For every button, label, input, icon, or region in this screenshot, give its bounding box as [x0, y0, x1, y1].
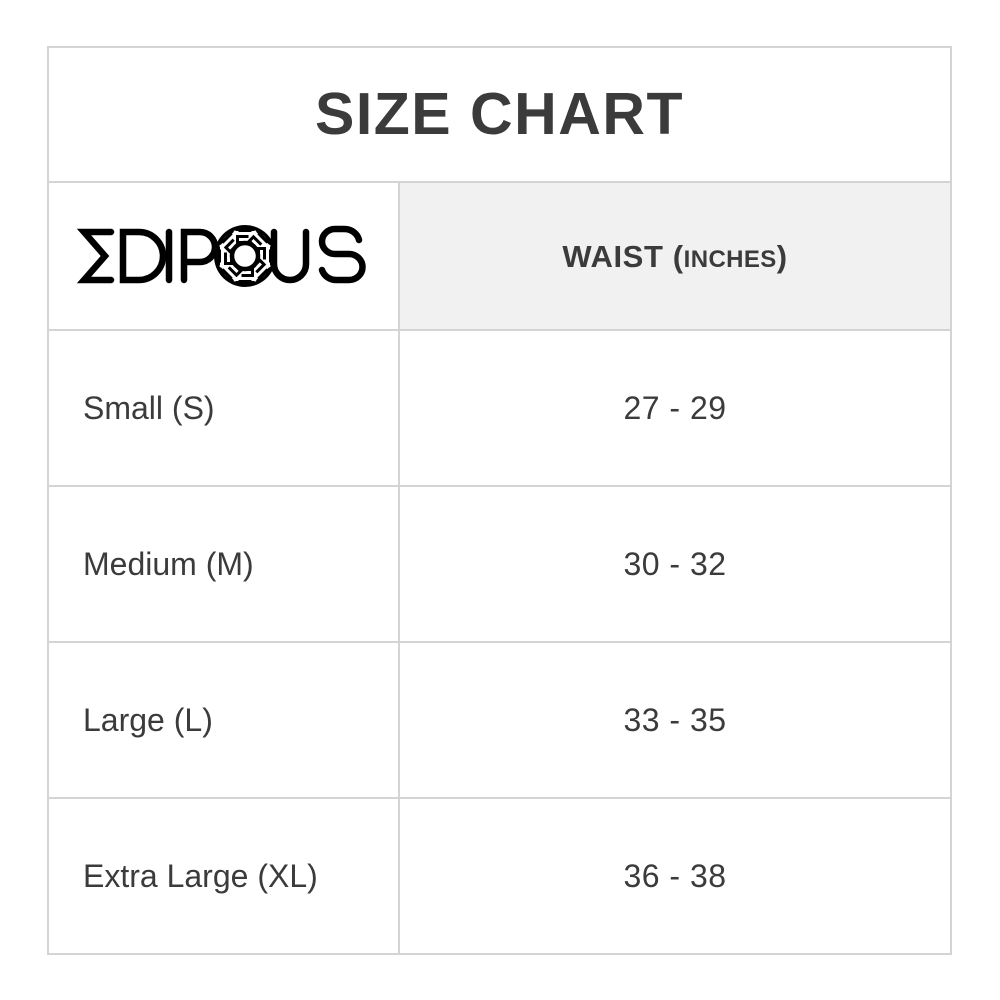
size-name-text: Medium (M): [83, 546, 254, 582]
measurement-name: WAIST: [562, 238, 664, 274]
table-title-row: SIZE CHART: [49, 48, 950, 183]
measurement-unit: INCHES: [683, 245, 777, 273]
table-header-row: WAIST (INCHES): [49, 183, 950, 331]
size-name-text: Large (L): [83, 702, 213, 738]
waist-value-text: 33 - 35: [623, 702, 727, 738]
table-row: Medium (M) 30 - 32: [49, 487, 950, 643]
size-name-cell: Medium (M): [49, 487, 400, 641]
brand-logo: [74, 217, 374, 295]
waist-value-cell: 36 - 38: [400, 799, 950, 953]
table-row: Small (S) 27 - 29: [49, 331, 950, 487]
measurement-header-label: WAIST (INCHES): [562, 241, 787, 272]
waist-value-text: 27 - 29: [623, 390, 727, 426]
size-name-cell: Extra Large (XL): [49, 799, 400, 953]
unit-close-paren: ): [776, 238, 788, 274]
waist-value-cell: 33 - 35: [400, 643, 950, 797]
waist-value-text: 30 - 32: [623, 546, 727, 582]
unit-open-paren: (: [663, 238, 684, 274]
waist-value-cell: 30 - 32: [400, 487, 950, 641]
size-name-cell: Large (L): [49, 643, 400, 797]
size-name-text: Extra Large (XL): [83, 858, 318, 894]
page-title: SIZE CHART: [315, 81, 684, 147]
waist-value-cell: 27 - 29: [400, 331, 950, 485]
size-chart-table: SIZE CHART: [47, 46, 952, 955]
table-row: Extra Large (XL) 36 - 38: [49, 799, 950, 953]
measurement-header-cell: WAIST (INCHES): [400, 183, 950, 329]
size-name-cell: Small (S): [49, 331, 400, 485]
table-row: Large (L) 33 - 35: [49, 643, 950, 799]
greek-key-medallion-icon: [213, 225, 276, 287]
brand-logo-cell: [49, 183, 400, 329]
waist-value-text: 36 - 38: [623, 858, 727, 894]
size-name-text: Small (S): [83, 390, 215, 426]
